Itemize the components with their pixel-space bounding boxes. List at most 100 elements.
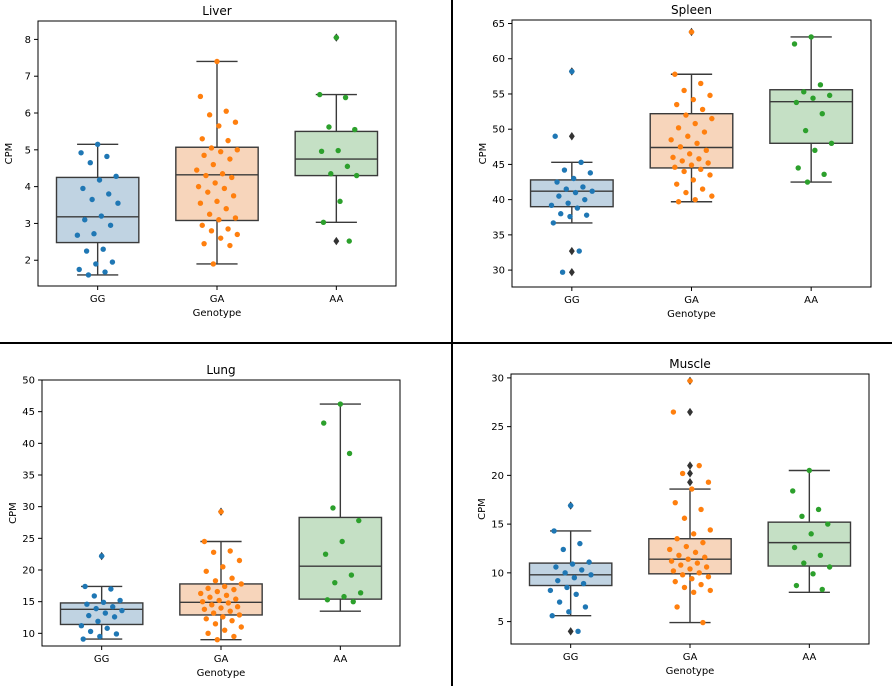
data-point <box>703 564 710 570</box>
y-tick-label: 15 <box>491 520 504 531</box>
data-point <box>87 160 93 166</box>
data-point <box>688 162 695 168</box>
data-point <box>238 624 244 630</box>
data-point <box>687 378 693 384</box>
data-point <box>670 154 676 161</box>
data-point <box>220 614 226 620</box>
data-point <box>212 578 219 584</box>
data-point <box>709 115 715 122</box>
data-point <box>227 242 233 249</box>
chart-liver: Liver 2 3 4 5 6 7 8 CPM GG GA AA Genotype <box>4 4 397 319</box>
data-point <box>668 137 674 143</box>
data-point <box>686 151 693 157</box>
y-tick-label: 25 <box>491 422 504 433</box>
data-point <box>236 557 243 564</box>
data-point <box>681 515 688 521</box>
data-point <box>799 513 805 520</box>
x-tick-label: GG <box>90 294 106 305</box>
chart-title: Liver <box>202 4 232 18</box>
y-tick-label: 35 <box>22 471 35 482</box>
data-point <box>201 152 207 159</box>
data-point <box>201 606 208 612</box>
data-point <box>793 99 800 106</box>
data-point <box>701 129 708 135</box>
data-point <box>203 616 209 622</box>
data-point <box>700 619 706 626</box>
data-point <box>801 89 807 95</box>
data-point <box>555 577 561 584</box>
data-point <box>569 68 575 75</box>
data-point <box>705 479 712 485</box>
y-tick-label: 3 <box>25 219 31 230</box>
data-point <box>353 172 360 179</box>
data-point <box>348 572 355 578</box>
data-point <box>342 94 349 101</box>
outlier-marker <box>567 627 574 636</box>
box-GA <box>649 112 734 169</box>
data-point <box>678 562 684 568</box>
y-tick-label: 25 <box>22 534 35 545</box>
data-point <box>357 590 364 596</box>
data-point <box>221 627 228 633</box>
data-point <box>210 610 217 616</box>
data-point <box>692 549 699 556</box>
data-point <box>692 120 698 127</box>
divider-horizontal <box>0 342 892 344</box>
data-point <box>683 543 690 550</box>
data-point <box>551 528 557 534</box>
data-point <box>218 509 224 515</box>
data-point <box>227 548 233 554</box>
data-point <box>826 92 833 99</box>
y-tick-label: 60 <box>492 54 505 65</box>
data-point <box>567 502 574 509</box>
data-point <box>74 232 81 238</box>
y-tick-label: 50 <box>22 376 35 387</box>
data-point <box>699 186 706 192</box>
data-point <box>109 259 116 265</box>
data-point <box>107 222 114 228</box>
data-point <box>689 575 695 582</box>
data-point <box>76 266 82 273</box>
data-point <box>672 71 678 77</box>
x-axis-label: Genotype <box>667 309 716 320</box>
data-point <box>234 231 240 238</box>
x-tick-label: AA <box>329 294 343 305</box>
data-point <box>565 200 571 206</box>
data-point <box>110 604 116 610</box>
data-point <box>238 581 244 587</box>
data-point <box>100 246 106 252</box>
data-point <box>677 144 684 150</box>
data-point <box>91 231 97 237</box>
data-point <box>223 206 229 212</box>
data-point <box>687 566 693 572</box>
chart-title: Spleen <box>671 3 712 17</box>
data-point <box>667 546 673 553</box>
data-point <box>82 217 88 223</box>
y-axis-label: CPM <box>4 143 15 165</box>
data-point <box>804 179 811 185</box>
data-point <box>234 604 241 610</box>
data-point <box>580 580 587 587</box>
data-point <box>94 141 101 147</box>
chart-lung: Lung 10 15 20 25 30 35 40 45 50 CPM GG GA AA Genotype <box>8 363 401 679</box>
data-point <box>817 82 824 88</box>
data-point <box>556 599 563 605</box>
data-point <box>321 420 327 426</box>
data-point <box>85 272 92 278</box>
data-point <box>216 597 222 604</box>
x-tick-label: GA <box>684 295 699 306</box>
data-point <box>702 554 708 560</box>
data-point <box>231 586 237 593</box>
y-tick-label: 4 <box>25 182 31 193</box>
data-point <box>352 126 358 133</box>
data-point <box>113 631 120 637</box>
data-point <box>216 217 222 223</box>
data-point <box>317 91 323 98</box>
y-tick-label: 40 <box>492 195 505 206</box>
data-point <box>232 215 239 221</box>
data-point <box>218 605 224 611</box>
data-point <box>674 181 680 187</box>
data-point <box>201 538 208 545</box>
data-point <box>223 592 230 599</box>
data-point <box>705 160 711 166</box>
